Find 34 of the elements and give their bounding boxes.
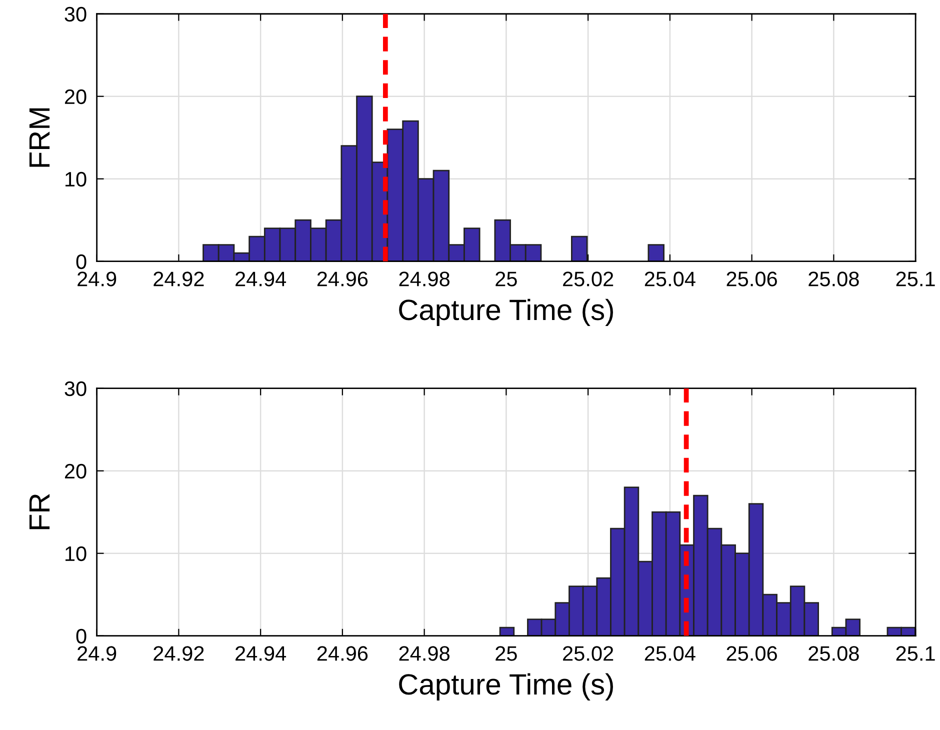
y-tick-label: 10 bbox=[66, 546, 86, 562]
y-tick-label: 10 bbox=[66, 172, 86, 187]
x-tick-label: 25 bbox=[496, 272, 517, 286]
y-axis-title: FRM bbox=[29, 108, 50, 167]
x-tick-label: 24.9 bbox=[78, 272, 116, 286]
x-tick-label: 25.06 bbox=[726, 646, 777, 661]
y-tick-label: 30 bbox=[64, 6, 86, 22]
x-tick-label: 25.04 bbox=[644, 272, 696, 286]
x-axis-title: Capture Time (s) bbox=[399, 298, 613, 326]
x-tick-label: 24.9 bbox=[78, 646, 116, 661]
x-tick-label: 25.1 bbox=[896, 646, 935, 661]
y-tick-label: 20 bbox=[64, 89, 86, 104]
x-tick-label: 25.08 bbox=[808, 272, 859, 286]
x-tick-label: 24.96 bbox=[317, 272, 368, 286]
y-tick-label: 20 bbox=[64, 464, 86, 479]
y-tick-label: 0 bbox=[76, 254, 86, 270]
y-tick-label: 30 bbox=[64, 381, 86, 396]
x-tick-label: 25.02 bbox=[563, 272, 614, 286]
y-tick-label: 0 bbox=[76, 628, 86, 644]
x-tick-label: 24.94 bbox=[236, 646, 286, 661]
x-tick-label: 24.96 bbox=[317, 646, 368, 661]
x-tick-label: 25.04 bbox=[644, 646, 696, 661]
x-tick-label: 25.06 bbox=[726, 272, 777, 286]
x-tick-label: 24.92 bbox=[154, 646, 204, 661]
x-tick-label: 24.98 bbox=[399, 646, 450, 661]
x-tick-label: 25.1 bbox=[896, 272, 935, 286]
x-tick-label: 25 bbox=[496, 646, 517, 661]
x-tick-label: 25.08 bbox=[808, 646, 859, 661]
y-axis-title: FR bbox=[29, 494, 50, 530]
x-tick-label: 24.94 bbox=[236, 272, 286, 286]
x-axis-title: Capture Time (s) bbox=[399, 673, 613, 700]
x-tick-label: 24.92 bbox=[154, 272, 204, 286]
x-tick-label: 24.98 bbox=[399, 272, 450, 286]
x-tick-label: 25.02 bbox=[563, 646, 614, 661]
